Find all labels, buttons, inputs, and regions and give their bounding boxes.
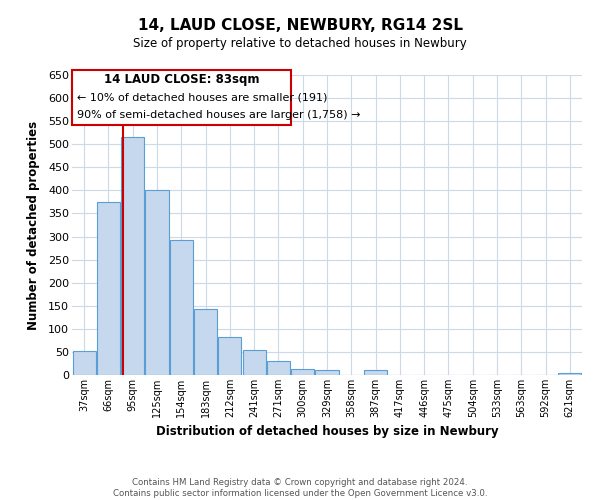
Bar bbox=[218, 337, 241, 375]
Text: 14 LAUD CLOSE: 83sqm: 14 LAUD CLOSE: 83sqm bbox=[104, 73, 259, 86]
Bar bbox=[73, 351, 95, 375]
Bar bbox=[194, 309, 217, 375]
Text: Contains HM Land Registry data © Crown copyright and database right 2024.
Contai: Contains HM Land Registry data © Crown c… bbox=[113, 478, 487, 498]
Bar bbox=[170, 240, 193, 375]
Bar bbox=[267, 361, 290, 375]
Bar bbox=[291, 368, 314, 375]
Bar bbox=[559, 373, 581, 375]
Bar bbox=[97, 202, 120, 375]
Text: 90% of semi-detached houses are larger (1,758) →: 90% of semi-detached houses are larger (… bbox=[77, 110, 360, 120]
Text: Size of property relative to detached houses in Newbury: Size of property relative to detached ho… bbox=[133, 38, 467, 51]
Bar bbox=[145, 190, 169, 375]
Y-axis label: Number of detached properties: Number of detached properties bbox=[27, 120, 40, 330]
Bar bbox=[316, 370, 338, 375]
Bar bbox=[364, 370, 387, 375]
Bar bbox=[242, 350, 266, 375]
X-axis label: Distribution of detached houses by size in Newbury: Distribution of detached houses by size … bbox=[155, 426, 499, 438]
Text: 14, LAUD CLOSE, NEWBURY, RG14 2SL: 14, LAUD CLOSE, NEWBURY, RG14 2SL bbox=[137, 18, 463, 32]
Text: ← 10% of detached houses are smaller (191): ← 10% of detached houses are smaller (19… bbox=[77, 92, 327, 102]
Bar bbox=[121, 138, 144, 375]
